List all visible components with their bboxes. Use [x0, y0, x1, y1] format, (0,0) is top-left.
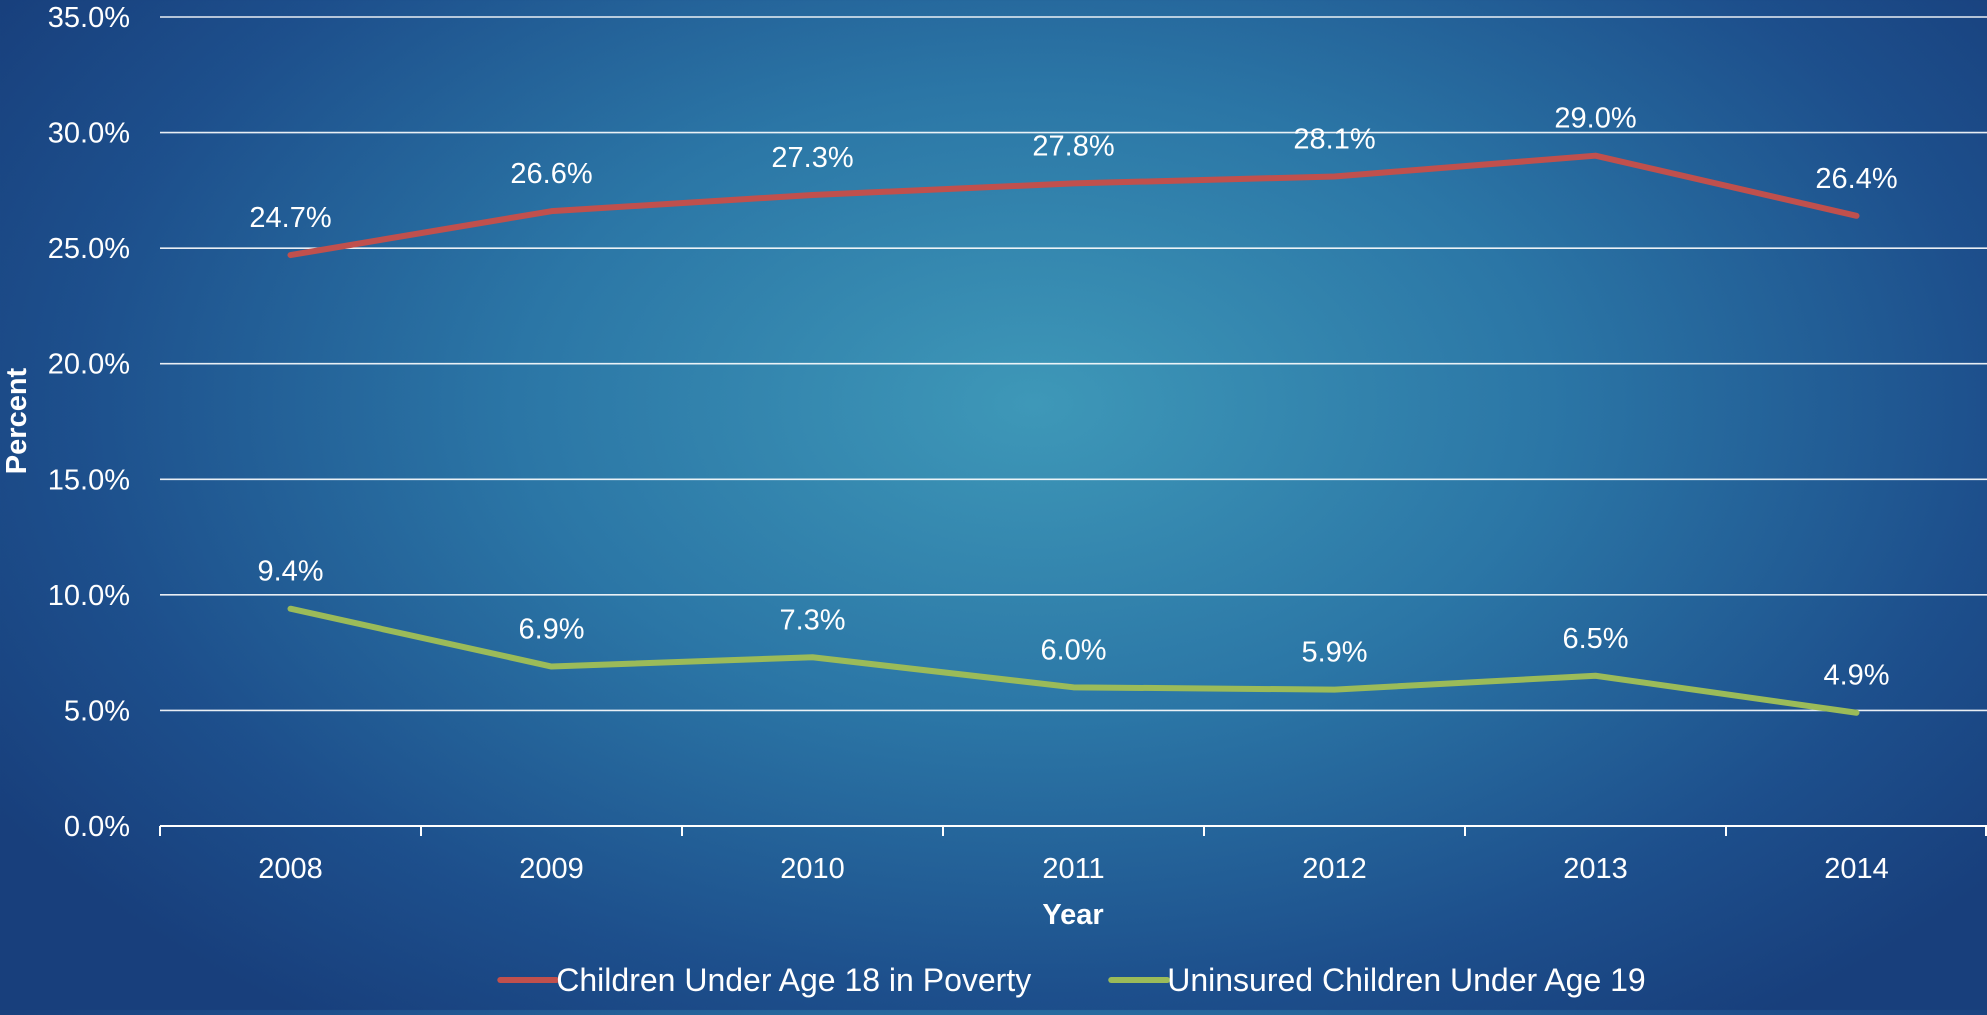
data-label: 4.9%	[1823, 660, 1889, 692]
data-label: 7.3%	[779, 604, 845, 636]
data-label: 6.9%	[518, 614, 584, 646]
y-axis-tick-labels: 0.0% 5.0% 10.0% 15.0% 20.0% 25.0% 30.0% 35.0%	[48, 2, 130, 843]
x-tick-label: 2013	[1563, 853, 1628, 885]
x-tick-label: 2008	[258, 853, 323, 885]
y-tick-label: 10.0%	[48, 580, 130, 612]
data-label: 9.4%	[257, 556, 323, 588]
x-tick-label: 2010	[780, 853, 845, 885]
data-label: 27.8%	[1032, 130, 1114, 162]
y-tick-label: 20.0%	[48, 349, 130, 381]
data-label: 29.0%	[1554, 103, 1636, 135]
gridlines	[160, 16, 1987, 712]
y-tick-label: 25.0%	[48, 233, 130, 265]
series-lines	[287, 152, 1860, 716]
legend-label-1: Children Under Age 18 in Poverty	[556, 962, 1031, 998]
y-tick-label: 35.0%	[48, 2, 130, 34]
data-label: 24.7%	[249, 202, 331, 234]
data-label: 27.3%	[771, 142, 853, 174]
data-label: 6.5%	[1562, 623, 1628, 655]
y-tick-label: 15.0%	[48, 464, 130, 496]
x-axis: 2008 2009 2010 2011 2012 2013 2014	[159, 825, 1987, 885]
data-label: 6.0%	[1040, 634, 1106, 666]
x-tick-label: 2009	[519, 853, 584, 885]
x-axis-title: Year	[1042, 899, 1103, 931]
x-tick-label: 2012	[1302, 853, 1367, 885]
data-labels: 24.7% 26.6% 27.3% 27.8% 28.1% 29.0% 26.4% 9.4% 6…	[249, 103, 1897, 692]
data-label: 26.6%	[510, 158, 592, 190]
data-label: 5.9%	[1301, 637, 1367, 669]
data-label: 28.1%	[1293, 123, 1375, 155]
y-tick-label: 0.0%	[64, 811, 130, 843]
series-line-1	[287, 152, 1860, 259]
series-line-2	[287, 605, 1860, 716]
y-axis-title: Percent	[1, 367, 33, 474]
legend: Children Under Age 18 in Poverty Uninsure…	[497, 962, 1646, 998]
y-tick-label: 5.0%	[64, 695, 130, 727]
x-tick-label: 2014	[1824, 853, 1889, 885]
data-label: 26.4%	[1815, 163, 1897, 195]
legend-label-2: Uninsured Children Under Age 19	[1167, 962, 1646, 998]
x-tick-label: 2011	[1042, 853, 1104, 885]
y-tick-label: 30.0%	[48, 118, 130, 150]
